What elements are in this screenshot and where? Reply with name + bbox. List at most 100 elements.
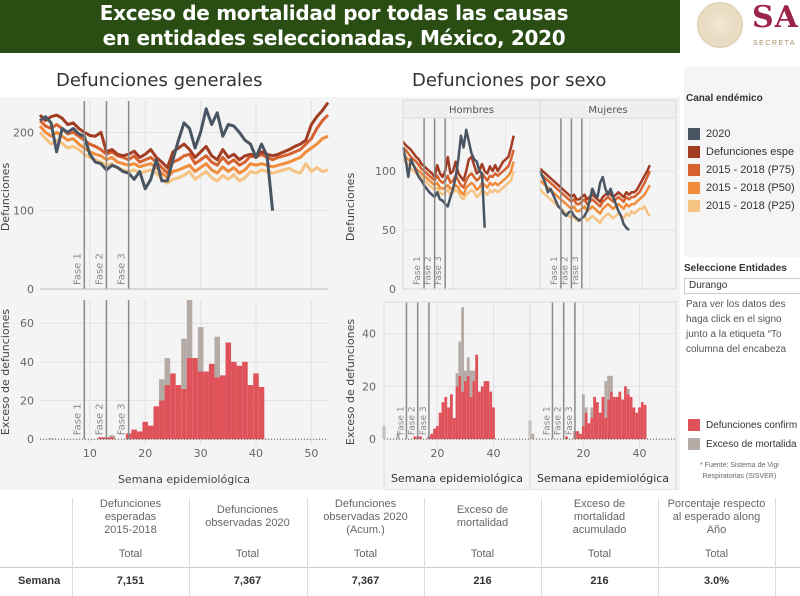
column-header-line: observadas 2020 [323, 511, 408, 523]
bar-exceso [590, 407, 594, 418]
column-header[interactable]: Exceso de mortalidad [424, 504, 541, 530]
legend-item[interactable]: 2015 - 2018 (P25) [688, 200, 795, 212]
row-label: Semana [18, 575, 61, 587]
bar-confirmadas [247, 385, 254, 440]
bar-confirmadas [579, 433, 582, 440]
series-line-s2020 [538, 170, 630, 231]
column-header-line: esperadas [104, 511, 157, 523]
legend-swatch [688, 438, 700, 450]
legend-item[interactable]: Defunciones confirm [688, 419, 797, 431]
column-subheader: Total [235, 548, 260, 560]
bar-confirmadas [635, 412, 639, 440]
bar-confirmadas [419, 436, 422, 440]
sidebar: Canal endémico 2020 Defunciones espe 2015 … [680, 55, 800, 487]
column-header[interactable]: Exceso de mortalidad acumulado [541, 498, 658, 537]
bar-confirmadas [136, 431, 143, 440]
bar-confirmadas [186, 358, 193, 440]
bar-confirmadas [638, 407, 641, 440]
summary-table: Semana Defunciones esperadas 2015-2018 Tota… [0, 490, 800, 596]
bar-confirmadas [164, 385, 171, 440]
legend-item[interactable]: 2015 - 2018 (P75) [688, 164, 795, 176]
series-line-p75 [402, 146, 515, 189]
legend-panel [684, 67, 800, 257]
legend-item[interactable]: Exceso de mortalida [688, 438, 797, 450]
legend-item[interactable]: 2020 [688, 128, 730, 140]
phase-label: Fase 3 [565, 406, 575, 435]
bar-exceso [396, 433, 400, 440]
bar-exceso [197, 327, 204, 372]
phase-label: Fase 3 [434, 256, 444, 285]
series-line-p50 [539, 179, 651, 215]
series-line-s2020 [401, 128, 486, 228]
title-line-1: Exceso de mortalidad por todas las causa… [99, 1, 569, 25]
bar-confirmadas [98, 437, 104, 440]
bar-confirmadas [581, 425, 585, 440]
column-header[interactable]: Defunciones observadas 2020 [189, 504, 306, 530]
title-line-2: en entidades seleccionadas, México, 2020 [102, 26, 566, 50]
bar-confirmadas [142, 421, 148, 440]
column-header-line: (Acum.) [346, 524, 385, 536]
bar-exceso [604, 381, 608, 418]
column-header[interactable]: conCo [775, 498, 800, 537]
series-line-esperadas [539, 164, 651, 203]
bar-confirmadas [624, 386, 627, 440]
y-tick-label: 50 [382, 224, 396, 237]
legend-swatch [688, 200, 700, 212]
bar-confirmadas [253, 373, 259, 440]
column-subheader: Total [470, 548, 495, 560]
column-header-line: mortalidad [456, 517, 509, 529]
column-header[interactable]: Porcentaje respecto al esperado along Año [658, 498, 775, 537]
bar-confirmadas [242, 361, 248, 440]
column-header-line: Exceso de [456, 504, 509, 516]
bar-confirmadas [584, 412, 588, 440]
bar-confirmadas [590, 418, 594, 440]
bar-exceso [109, 435, 115, 438]
y-tick-label: 200 [13, 126, 34, 139]
bar-confirmadas [615, 396, 619, 440]
bar-confirmadas [601, 396, 605, 440]
column-divider [541, 498, 542, 596]
legend-item[interactable]: Defunciones espe [688, 146, 794, 158]
logo-subtext: SECRETA [753, 40, 797, 47]
column-header-line: Exceso de [573, 498, 626, 510]
sex-chart-title: Defunciones por sexo [412, 70, 607, 91]
legend-swatch [688, 146, 700, 158]
bar-confirmadas [236, 365, 243, 440]
facet-label: Hombres [449, 105, 494, 116]
bar-confirmadas [203, 371, 209, 440]
x-tick-label: 20 [138, 447, 152, 460]
facet-border [529, 301, 677, 490]
column-header[interactable]: Defunciones esperadas 2015-2018 [72, 498, 189, 537]
column-header-line: Año [706, 524, 727, 536]
table-cell: 3.0% [703, 575, 730, 587]
phase-label: Fase 1 [72, 403, 83, 435]
facet-border [539, 117, 677, 290]
legend-item[interactable]: 2015 - 2018 (P50) [688, 182, 795, 194]
bar-confirmadas [643, 404, 647, 440]
x-tick-label: 40 [633, 447, 647, 460]
phase-label: Fase 2 [424, 256, 434, 285]
entity-select[interactable]: Durango [684, 278, 800, 294]
phase-label: Fase 2 [560, 256, 570, 285]
phase-label: Fase 1 [542, 406, 552, 435]
bar-exceso [610, 375, 613, 392]
bar-confirmadas [598, 412, 602, 440]
x-tick-label: 20 [576, 447, 590, 460]
column-divider [775, 498, 776, 596]
series-line-s2020 [39, 107, 275, 211]
legend-swatch [688, 182, 700, 194]
column-subheader: Total [704, 548, 729, 560]
x-tick-label: 10 [83, 447, 97, 460]
bar-confirmadas [640, 402, 644, 440]
column-header-line: con [775, 511, 800, 524]
bar-confirmadas [220, 375, 226, 440]
bar-confirmadas [449, 394, 453, 440]
national-seal-icon [697, 2, 743, 48]
column-header-line: 2015-2018 [104, 524, 157, 536]
column-divider [189, 498, 190, 596]
column-header[interactable]: Defunciones observadas 2020 (Acum.) [307, 498, 424, 537]
bar-exceso [531, 433, 535, 440]
bar-confirmadas [486, 381, 490, 440]
bar-exceso [626, 389, 630, 395]
